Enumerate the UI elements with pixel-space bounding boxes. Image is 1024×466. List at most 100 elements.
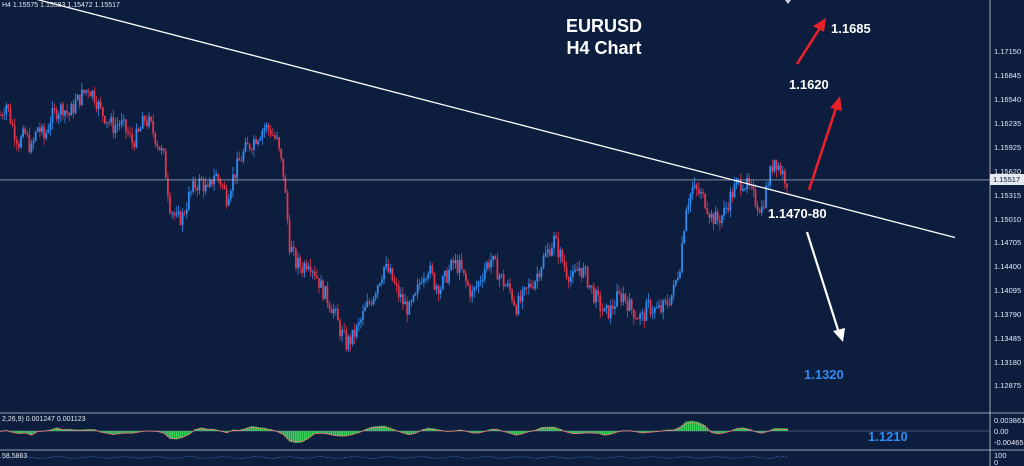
macd-bar	[34, 431, 37, 433]
macd-bar	[649, 431, 652, 432]
macd-bar	[576, 431, 579, 434]
macd-bar	[605, 431, 608, 435]
macd-bar	[637, 431, 639, 432]
macd-bar	[718, 431, 721, 434]
candle-body	[567, 277, 570, 283]
candle-body	[221, 184, 224, 186]
candle-body	[49, 122, 52, 130]
macd-bar	[299, 431, 302, 443]
candle-body	[106, 122, 108, 124]
candle-body	[259, 138, 262, 141]
macd-bar	[320, 431, 322, 434]
macd-bar	[431, 428, 434, 431]
price-tick-label: 1.16540	[994, 95, 1022, 104]
candle-body	[292, 246, 295, 249]
candle-body	[590, 285, 593, 288]
candle-body	[402, 294, 404, 305]
candle-body	[24, 128, 27, 134]
scroll-marker-icon[interactable]	[785, 0, 791, 4]
candle-body	[127, 131, 129, 134]
candle-body	[36, 127, 39, 132]
macd-bar	[506, 431, 509, 433]
macd-bar	[779, 428, 782, 431]
candle-body	[234, 174, 236, 178]
candle-body	[313, 271, 316, 276]
macd-bar	[723, 431, 725, 433]
macd-bar	[139, 431, 142, 432]
macd-bar	[339, 431, 341, 437]
candle-body	[55, 109, 58, 120]
candle-body	[775, 159, 778, 170]
macd-bar	[9, 431, 12, 432]
macd-bar	[309, 431, 312, 437]
candle-body	[605, 305, 608, 309]
candle-body	[704, 193, 707, 209]
macd-bar	[572, 431, 574, 434]
candle-body	[469, 285, 472, 297]
macd-bar	[519, 431, 522, 435]
macd-bar	[295, 431, 297, 443]
macd-bar	[341, 431, 343, 437]
candle-body	[171, 212, 173, 214]
macd-tick-bottom: -0.004652	[994, 438, 1024, 447]
rsi-line	[0, 456, 788, 459]
macd-bar	[540, 427, 543, 431]
candle-body	[290, 246, 293, 253]
candle-body	[676, 277, 679, 281]
candle-body	[477, 281, 480, 287]
candle-body	[593, 287, 595, 303]
macd-bar	[311, 431, 314, 436]
macd-bar	[286, 431, 289, 440]
macd-bar	[305, 431, 308, 440]
macd-bar	[133, 431, 136, 433]
macd-bar	[765, 431, 767, 432]
candle-body	[767, 185, 770, 187]
candle-body	[269, 129, 272, 135]
candle-body	[553, 235, 555, 248]
candle-body	[460, 259, 463, 270]
candle-body	[525, 287, 528, 289]
candle-body	[769, 166, 772, 186]
candle-body	[483, 268, 486, 280]
macd-bar	[737, 427, 740, 431]
candle-body	[435, 285, 438, 290]
candle-body	[38, 127, 41, 132]
macd-bar	[471, 431, 474, 433]
macd-bar	[746, 428, 749, 431]
candle-body	[301, 267, 304, 273]
candle-body	[488, 262, 490, 268]
candle-body	[754, 189, 757, 207]
candle-body	[431, 265, 434, 274]
candle-body	[125, 119, 127, 132]
candle-body	[378, 283, 381, 286]
lower-target-label: 1.1210	[868, 429, 908, 444]
macd-bar	[716, 431, 719, 434]
candle-body	[532, 286, 534, 289]
candle-body	[137, 128, 140, 132]
candle-body	[104, 115, 106, 124]
candle-body	[129, 133, 132, 135]
macd-bar	[481, 431, 484, 432]
candle-body	[120, 120, 123, 125]
candle-body	[43, 126, 45, 139]
macd-bar	[725, 431, 728, 433]
candle-body	[284, 177, 287, 194]
price-tick-label: 1.15925	[994, 143, 1022, 153]
candle-body	[530, 283, 532, 287]
candle-body	[387, 263, 390, 273]
candle-body	[99, 101, 102, 108]
candle-body	[660, 305, 662, 313]
candle-body	[444, 270, 446, 277]
candle-body	[146, 120, 148, 126]
macd-bar	[479, 431, 482, 433]
macd-bar	[370, 426, 373, 431]
candle-body	[496, 259, 499, 280]
macd-bar	[162, 431, 165, 434]
macd-bar	[416, 431, 419, 432]
candle-body	[647, 300, 650, 302]
macd-bar	[351, 431, 354, 435]
candle-body	[723, 207, 725, 216]
candle-body	[423, 278, 425, 282]
candle-body	[452, 259, 455, 264]
macd-bar	[301, 431, 304, 443]
